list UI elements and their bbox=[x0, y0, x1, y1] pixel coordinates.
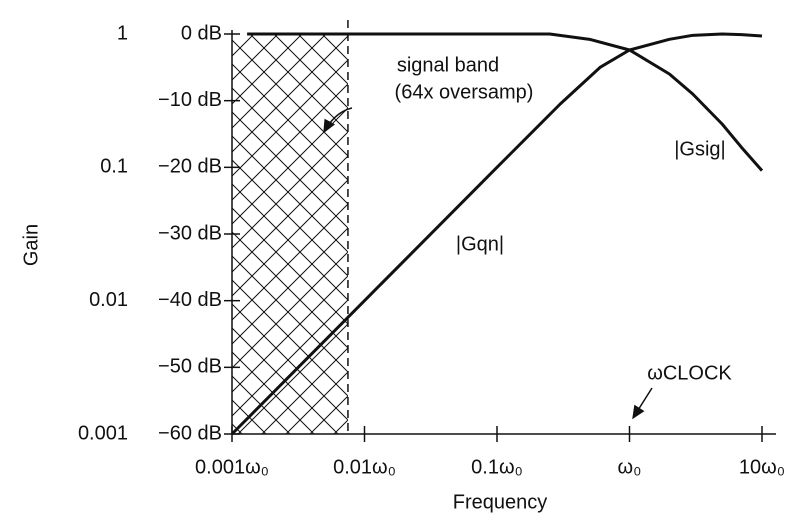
signal-band bbox=[232, 34, 348, 434]
annotation: (64x oversamp) bbox=[395, 81, 534, 103]
gain-tick-label: 0.01 bbox=[89, 289, 128, 311]
y-axis-label: Gain bbox=[20, 224, 42, 266]
y-tick-label: −60 dB bbox=[158, 422, 222, 444]
x-tick-label: 0.1ω₀ bbox=[471, 456, 523, 478]
annotation: signal band bbox=[397, 54, 499, 76]
y-tick-label: 0 dB bbox=[181, 22, 222, 44]
x-tick-label: ω₀ bbox=[618, 456, 642, 478]
x-axis-label: Frequency bbox=[453, 491, 548, 513]
gain-tick-label: 1 bbox=[117, 22, 128, 44]
gain-tick-label: 0.001 bbox=[78, 422, 128, 444]
curve-label: |Gqn| bbox=[456, 233, 504, 255]
clock-label: ωCLOCK bbox=[647, 362, 732, 384]
curve-label: |Gsig| bbox=[674, 138, 726, 160]
y-tick-label: −50 dB bbox=[158, 356, 222, 378]
y-tick-label: −10 dB bbox=[158, 89, 222, 111]
clock-arrow bbox=[632, 387, 653, 420]
y-tick-label: −30 dB bbox=[158, 222, 222, 244]
x-tick-label: 0.01ω₀ bbox=[333, 456, 396, 478]
curve bbox=[230, 32, 763, 436]
x-tick-label: 0.001ω₀ bbox=[195, 456, 269, 478]
y-tick-label: −40 dB bbox=[158, 289, 222, 311]
gain-tick-label: 0.1 bbox=[100, 156, 128, 178]
curve bbox=[247, 32, 764, 172]
y-tick-label: −20 dB bbox=[158, 156, 222, 178]
x-tick-label: 10ω₀ bbox=[739, 456, 785, 478]
